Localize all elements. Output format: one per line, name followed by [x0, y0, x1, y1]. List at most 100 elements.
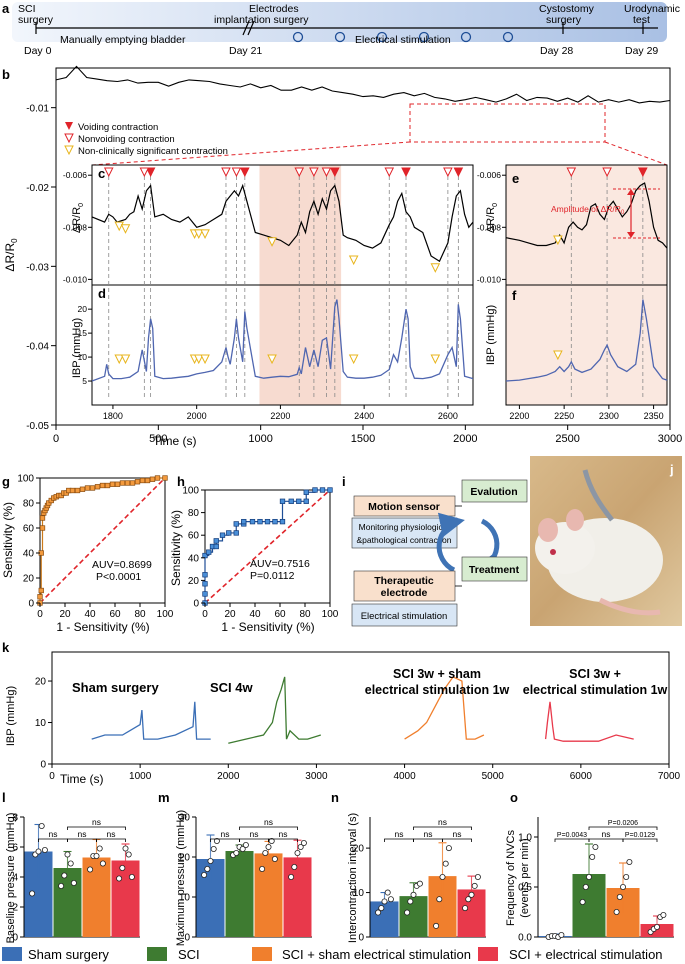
panel-d-ytick-label: 20: [78, 304, 88, 314]
panel-b-xtick-label: 1000: [248, 433, 272, 445]
panel-label-e: e: [512, 171, 519, 186]
panel-o-data-point: [579, 899, 586, 906]
timeline-break-mark: [247, 20, 255, 36]
panel-o-ytick-label: 0.0: [518, 933, 532, 944]
panel-m-comparison-label: ns: [221, 829, 230, 839]
panel-label-f: f: [512, 288, 517, 303]
panel-k-xtick-label: 6000: [570, 771, 593, 782]
panel-o-comparison-bracket: [588, 838, 624, 842]
panel-h-ylabel: Sensitivity (%): [169, 510, 183, 586]
panel-l-comparison-label: ns: [107, 829, 116, 839]
panel-label-j: j: [669, 462, 674, 477]
panel-m-comparison-bracket: [239, 826, 298, 830]
panel-k-xlabel: Time (s): [60, 772, 104, 786]
panel-k-xtick-label: 2000: [217, 771, 240, 782]
panel-b-xtick-label: 2500: [555, 433, 579, 445]
panel-h-roc-point: [202, 572, 208, 578]
panel-h-ytick-label: 100: [182, 486, 199, 497]
panel-l-data-point: [38, 823, 45, 830]
panel-h-roc-point: [296, 498, 302, 504]
day-21-label: Day 21: [229, 45, 262, 57]
panel-k-ytick-label: 20: [35, 677, 47, 688]
panel-g-xtick-label: 40: [84, 609, 96, 620]
zoom-box: [409, 103, 606, 143]
motion-sensor-label: Motion sensor: [368, 501, 440, 513]
panel-h-roc-point: [303, 498, 309, 504]
panel-n-comparison-bracket: [413, 838, 443, 842]
panel-g-ytick-label: 0: [28, 599, 34, 610]
panel-g-ylabel: Sensitivity (%): [1, 502, 15, 578]
panel-h-roc-point: [202, 581, 208, 587]
panel-ef: e f -0.006 -0.008 -0.010 2200 2250 2300 2350 A…: [477, 164, 668, 421]
panel-n-comparison-bracket: [384, 838, 414, 842]
panel-f-xtick-label: 2350: [644, 411, 664, 421]
panel-f-pressure-line: [505, 299, 668, 382]
panel-h-frame: [204, 489, 331, 604]
panel-g-roc-point: [99, 482, 106, 489]
panel-c-ylabel: ΔR/R0: [71, 203, 85, 233]
panel-h-roc-point: [226, 530, 232, 536]
panel-o-data-point: [592, 844, 599, 851]
nonclinical-contraction-marker: [200, 354, 210, 365]
nonclinical-contraction-marker: [193, 354, 204, 365]
panel-b-ytick-label: -0.01: [26, 104, 49, 115]
panel-o-data-point: [589, 854, 596, 861]
panel-m-data-point: [265, 844, 272, 851]
panel-l-ylabel: Baseline pressure (mmHg): [5, 813, 17, 944]
panel-k-xtick-label: 7000: [658, 771, 681, 782]
monitoring-line-2: &pathological contraction: [357, 535, 452, 545]
nonvoiding-contraction-marker: [294, 167, 305, 178]
panel-l-data-point: [116, 875, 123, 882]
panel-b-xtick-label: 1500: [351, 433, 375, 445]
panel-l-data-point: [93, 853, 100, 860]
k-label-sham: Sham surgery: [72, 680, 159, 695]
panel-m-data-point: [300, 840, 307, 847]
nonclinical-contraction-marker: [200, 229, 210, 240]
panel-g-roc-point: [119, 480, 126, 486]
voiding-contraction-marker: [453, 167, 464, 178]
panel-g-roc-point: [89, 485, 96, 491]
panel-n-data-point: [378, 905, 385, 912]
panel-n-data-point: [471, 882, 478, 889]
panel-n-comparison-label: ns: [453, 829, 462, 839]
nonvoiding-contraction-marker: [384, 167, 395, 178]
panel-g-roc-point: [39, 525, 46, 531]
panel-k-ylabel: IBP (mmHg): [5, 686, 17, 746]
legend-swatch-sham: [2, 947, 22, 961]
legend-voiding-marker: [65, 122, 73, 130]
panel-d-ytick-label: 15: [78, 328, 88, 338]
panel-cd: c d -0.006 -0.008 -0.010 5 10 15 20 1800 2000 220…: [63, 164, 474, 421]
nonclinical-contraction-marker: [553, 235, 563, 246]
panel-l-comparison-bracket: [67, 826, 126, 830]
panel-l-data-point: [29, 890, 36, 897]
panel-d-xtick-label: 2400: [354, 411, 374, 421]
timeline-break-mark: [242, 20, 250, 36]
panel-g-xtick-label: 60: [109, 609, 121, 620]
panel-h-auc: AUV=0.7516: [250, 558, 310, 570]
k-label-sham-stim-1: SCI 3w + sham: [393, 667, 481, 681]
panel-g-roc-point: [104, 482, 111, 489]
panel-c-ytick-label: -0.006: [63, 170, 87, 180]
evaluation-label: Evalution: [470, 486, 517, 498]
panel-l-data-point: [35, 848, 42, 855]
panel-l-data-point: [87, 866, 94, 873]
panel-f-ylabel: IBP (mmHg): [485, 305, 497, 365]
panel-l-data-point: [64, 851, 71, 858]
panel-b-xtick-label: 3000: [658, 433, 682, 445]
panel-l-data-point: [41, 847, 48, 854]
nonclinical-contraction-marker: [348, 354, 359, 365]
panel-m-bar: [254, 853, 283, 937]
panel-k-xtick-label: 4000: [393, 771, 416, 782]
panel-m-data-point: [288, 874, 295, 881]
nonvoiding-contraction-marker: [566, 167, 577, 178]
panel-h-xtick-label: 0: [202, 609, 208, 620]
panel-h-xtick-label: 40: [249, 609, 261, 620]
panel-g-xtick-label: 80: [134, 609, 146, 620]
panel-b-xtick-label: 500: [149, 433, 167, 445]
day-28-label: Day 28: [540, 45, 573, 57]
panel-g-roc-point: [94, 484, 101, 490]
panel-n-data-point: [416, 880, 423, 887]
panel-o-comparison-label: ns: [602, 829, 611, 839]
panel-e-ytick-label: -0.010: [477, 274, 501, 284]
panel-b-long-recording: b 0 500 1000 1500 2000 2500 3000 -0.01 -0.02 -0.0…: [2, 65, 682, 448]
